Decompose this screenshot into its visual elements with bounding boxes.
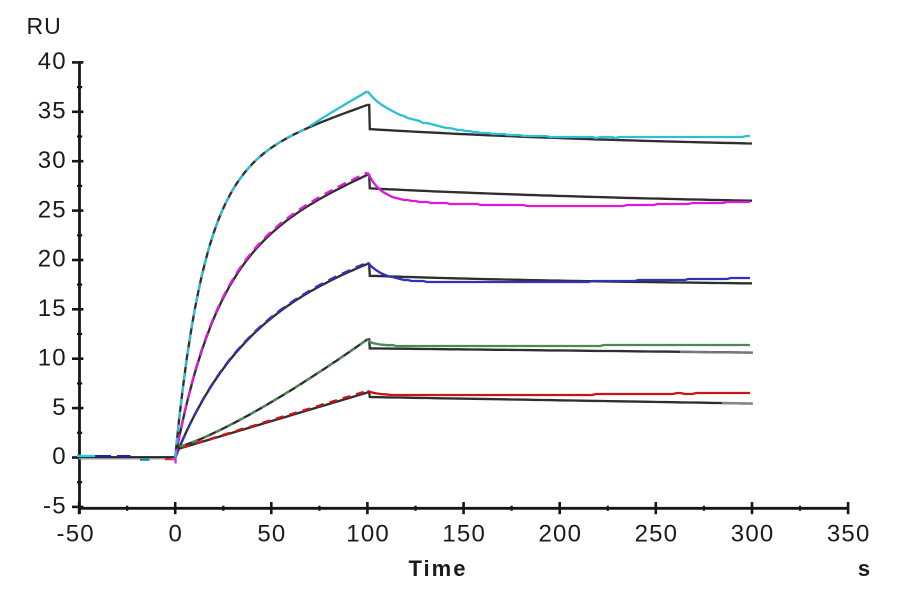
svg-text:40: 40	[38, 48, 67, 75]
svg-text:10: 10	[38, 345, 67, 372]
svg-text:350: 350	[827, 521, 871, 548]
svg-text:150: 150	[442, 521, 486, 548]
svg-text:RU: RU	[27, 13, 62, 39]
svg-text:0: 0	[169, 521, 184, 548]
svg-text:200: 200	[538, 521, 582, 548]
svg-text:-50: -50	[57, 521, 95, 548]
svg-text:250: 250	[635, 521, 679, 548]
svg-text:0: 0	[52, 443, 67, 470]
svg-text:5: 5	[52, 394, 67, 421]
svg-text:100: 100	[346, 521, 390, 548]
svg-text:15: 15	[38, 295, 67, 322]
svg-text:25: 25	[38, 196, 67, 223]
svg-text:Time: Time	[409, 556, 468, 581]
svg-text:-5: -5	[43, 493, 67, 520]
svg-text:300: 300	[731, 521, 775, 548]
svg-text:20: 20	[38, 246, 67, 273]
svg-text:s: s	[858, 556, 870, 581]
svg-text:50: 50	[257, 521, 286, 548]
svg-text:35: 35	[38, 98, 67, 125]
svg-text:30: 30	[38, 147, 67, 174]
